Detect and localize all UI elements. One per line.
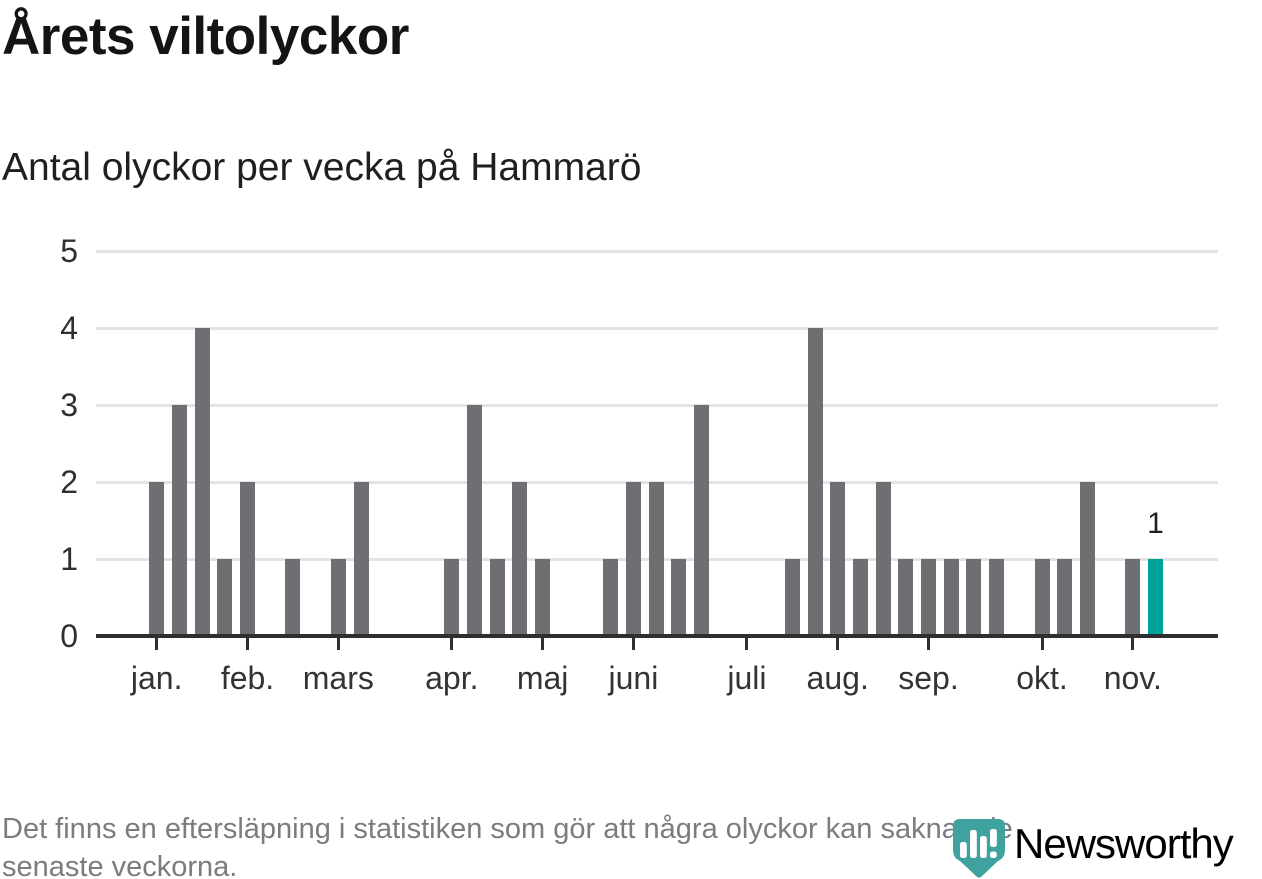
gridline	[96, 326, 1218, 330]
bar	[149, 482, 165, 634]
x-axis-tick	[336, 638, 340, 650]
x-axis-tick	[1131, 638, 1135, 650]
bar	[1079, 482, 1095, 634]
x-axis-tick	[836, 638, 840, 650]
bar	[535, 559, 551, 634]
bar	[694, 405, 709, 634]
bar	[285, 559, 301, 634]
bar	[807, 328, 823, 634]
x-axis-tick	[155, 638, 159, 650]
page-title: Årets viltolyckor	[2, 7, 409, 66]
bar	[1034, 559, 1050, 634]
x-axis-tick	[631, 638, 635, 650]
bar	[966, 559, 982, 634]
bar	[512, 482, 528, 634]
x-axis-month-label: aug.	[806, 660, 869, 696]
x-axis-month-label: apr.	[425, 660, 479, 696]
footer-note-line1: Det finns en eftersläpning i statistiken…	[2, 813, 1013, 845]
x-axis-tick	[541, 638, 545, 650]
x-axis-month-label: maj	[516, 660, 569, 696]
chart-subtitle: Antal olyckor per vecka på Hammarö	[2, 146, 642, 189]
newsworthy-wordmark: Newsworthy	[1014, 820, 1234, 867]
gridline	[96, 403, 1218, 407]
bar	[1057, 559, 1073, 634]
y-axis-label: 3	[60, 387, 78, 423]
bar	[603, 559, 619, 634]
bar	[625, 482, 641, 634]
bar	[330, 559, 346, 634]
bar	[240, 482, 255, 634]
x-axis-tick	[246, 638, 249, 650]
bar	[194, 328, 210, 634]
y-axis-label: 1	[60, 541, 78, 577]
bar	[217, 559, 233, 634]
newsworthy-bubble-chart-icon	[953, 819, 1005, 878]
bar	[467, 405, 482, 634]
newsworthy-logo: Newsworthy	[950, 814, 1262, 879]
x-axis-month-label: juli	[727, 660, 767, 696]
bar	[875, 482, 891, 634]
bar	[830, 482, 846, 634]
plot-area: 0 1 2 3 4 5 jan. feb. mars apr. maj juni juli aug. sep…	[60, 233, 1218, 696]
bar-current-week	[1148, 559, 1163, 634]
bar	[852, 559, 868, 634]
x-axis-month-label: jan.	[130, 660, 183, 696]
x-axis-month-label: feb.	[220, 660, 275, 696]
bar	[898, 559, 914, 634]
bar	[943, 559, 959, 634]
bar-value-label: 1	[1147, 507, 1164, 540]
x-axis-month-label: nov.	[1103, 660, 1162, 696]
y-axis-label: 4	[60, 310, 78, 346]
x-axis-month-label: sep.	[898, 660, 959, 696]
bar	[784, 559, 800, 634]
bar	[989, 559, 1005, 634]
bar	[1125, 559, 1141, 634]
y-axis-label: 5	[60, 233, 78, 269]
gridline	[96, 249, 1218, 253]
y-axis-label: 2	[60, 464, 78, 500]
x-axis-month-label: okt.	[1016, 660, 1068, 696]
x-axis-month-label: mars	[302, 660, 374, 696]
bar	[353, 482, 369, 634]
x-axis-tick	[450, 638, 454, 650]
x-axis-tick	[927, 638, 930, 650]
x-axis-tick	[745, 638, 749, 650]
x-axis-month-label: juni	[608, 660, 659, 696]
bar	[671, 559, 687, 634]
x-axis-line	[96, 634, 1218, 638]
y-axis-label: 0	[60, 618, 78, 654]
footer-note-line2: senaste veckorna.	[2, 851, 238, 879]
x-axis-tick	[1040, 638, 1044, 650]
bar	[489, 559, 505, 634]
bar	[648, 482, 664, 634]
bar	[921, 559, 936, 634]
bar	[444, 559, 460, 634]
bar	[171, 405, 187, 634]
